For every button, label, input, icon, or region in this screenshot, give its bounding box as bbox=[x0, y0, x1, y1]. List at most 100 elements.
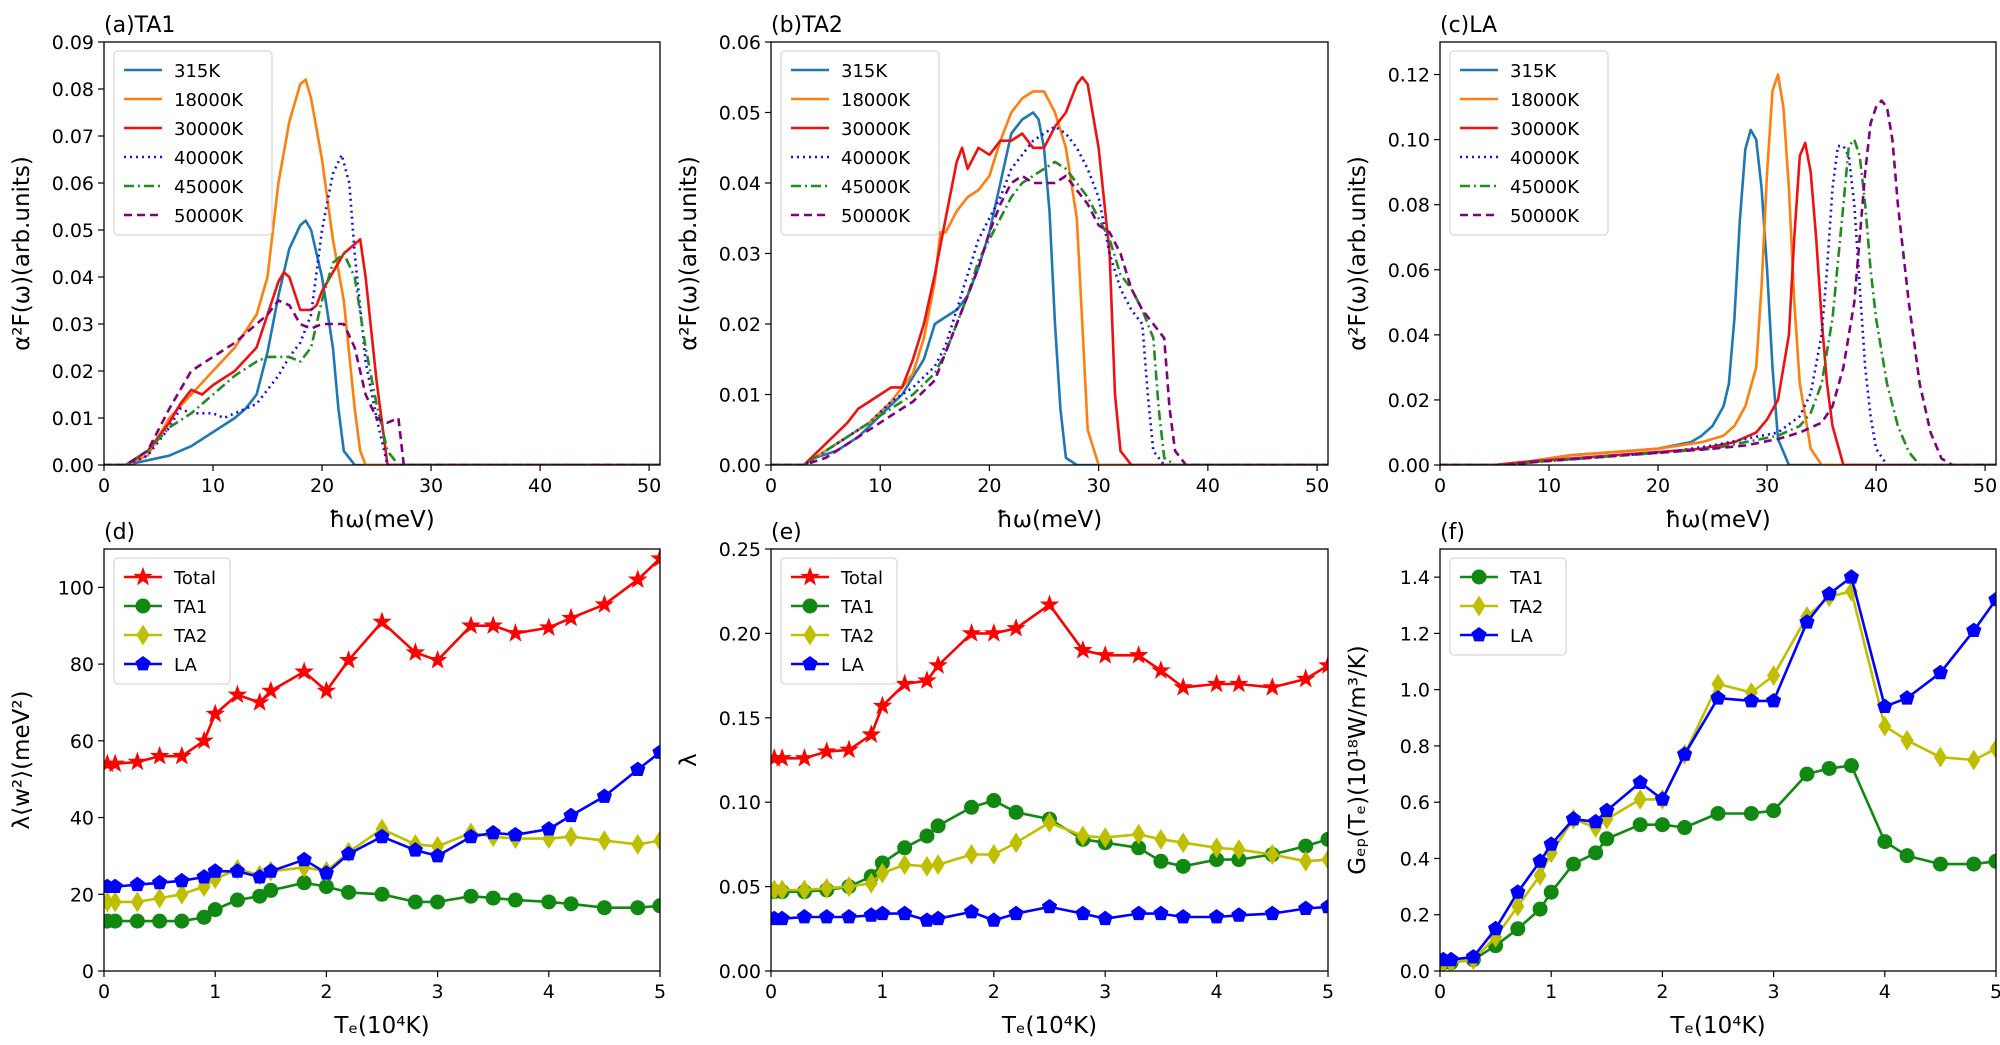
y-tick-label: 1.4 bbox=[1400, 567, 1430, 589]
data-point-total bbox=[172, 745, 192, 765]
x-tick-label: 0 bbox=[98, 475, 110, 497]
data-point-total bbox=[816, 741, 837, 760]
x-tick-label: 0 bbox=[98, 981, 110, 1003]
legend-box bbox=[113, 50, 273, 236]
x-tick-label: 10 bbox=[868, 475, 892, 497]
data-point-la bbox=[841, 908, 857, 924]
x-tick-label: 30 bbox=[1087, 475, 1111, 497]
x-tick-label: 5 bbox=[1990, 981, 2000, 1003]
legend-label: Total bbox=[840, 568, 883, 589]
series-line-ta1 bbox=[1443, 764, 1996, 964]
data-point-ta1 bbox=[541, 894, 557, 910]
y-tick-label: 0.6 bbox=[1400, 792, 1430, 814]
series-line-45000k bbox=[771, 160, 1328, 465]
plot-area bbox=[104, 78, 660, 465]
data-point-la bbox=[374, 828, 390, 844]
data-point-total bbox=[1128, 645, 1149, 664]
data-point-total bbox=[483, 615, 503, 635]
x-tick-label: 0 bbox=[1434, 475, 1446, 497]
x-axis-label: Tₑ(10⁴K) bbox=[1001, 1013, 1097, 1039]
y-tick-label: 0.02 bbox=[719, 314, 761, 336]
plot-frame bbox=[103, 41, 661, 466]
data-point-la bbox=[1710, 690, 1726, 705]
data-point-la bbox=[263, 863, 279, 878]
x-tick-label: 30 bbox=[419, 475, 443, 497]
data-point-total bbox=[1229, 673, 1249, 693]
plot-frame bbox=[1439, 41, 1997, 466]
data-point-ta2 bbox=[1154, 828, 1168, 850]
y-axis-label: α²F(ω)(arb.units) bbox=[676, 156, 702, 351]
data-point-ta1 bbox=[296, 875, 312, 891]
plot-area bbox=[1440, 73, 1996, 465]
data-point-la bbox=[1565, 811, 1581, 826]
data-point-la bbox=[563, 807, 579, 823]
data-point-la bbox=[1877, 698, 1893, 713]
data-point-ta2 bbox=[1299, 850, 1313, 872]
data-point-total bbox=[1095, 645, 1115, 664]
legend-label: 45000K bbox=[174, 177, 244, 198]
x-tick-label: 0 bbox=[765, 981, 777, 1003]
data-point-ta2 bbox=[1989, 738, 1996, 760]
x-tick-label: 1 bbox=[876, 981, 888, 1003]
series-line-50000k bbox=[104, 299, 660, 465]
y-tick-label: 0.05 bbox=[719, 877, 761, 899]
legend: Total TA1 TA2 LA bbox=[113, 557, 231, 685]
data-point-total bbox=[194, 730, 214, 750]
panel-b-ta2-spectral-function: (b)TA2 0 10 20 30 40 50 0.00 0.01 0.02 0.03 0.04 0.0… bbox=[676, 13, 1329, 533]
data-point-total bbox=[961, 623, 982, 642]
y-tick-label: 0.01 bbox=[719, 385, 761, 407]
data-point-ta1 bbox=[507, 892, 523, 908]
y-tick-label: 0.00 bbox=[52, 455, 94, 477]
data-point-total bbox=[594, 594, 615, 613]
data-point-total bbox=[105, 753, 125, 773]
data-point-ta1 bbox=[129, 913, 145, 929]
y-tick-label: 0.03 bbox=[52, 314, 94, 336]
data-point-ta2 bbox=[153, 887, 167, 909]
data-point-total bbox=[1173, 677, 1193, 696]
data-point-la bbox=[174, 872, 190, 888]
data-point-la bbox=[1131, 905, 1147, 921]
legend-label: TA2 bbox=[173, 626, 207, 647]
x-tick-label: 3 bbox=[1768, 981, 1780, 1003]
data-point-ta1 bbox=[152, 913, 168, 929]
legend-box bbox=[780, 557, 898, 685]
x-tick-label: 1 bbox=[209, 981, 221, 1003]
legend-label: 40000K bbox=[1510, 148, 1580, 169]
data-point-la bbox=[1008, 905, 1024, 921]
plot-area bbox=[771, 594, 1328, 927]
legend: 315K 18000K 30000K 40000K 45000K 50000K bbox=[780, 50, 940, 236]
data-point-ta1 bbox=[630, 900, 646, 916]
data-point-ta2 bbox=[1132, 823, 1146, 845]
y-axis-label: α²F(ω)(arb.units) bbox=[1345, 156, 1371, 351]
legend-label: 40000K bbox=[174, 148, 244, 169]
legend-box bbox=[1449, 50, 1609, 236]
data-point-ta2 bbox=[175, 883, 189, 905]
y-tick-label: 1.2 bbox=[1400, 623, 1430, 645]
y-tick-label: 0.4 bbox=[1400, 848, 1430, 870]
x-tick-label: 40 bbox=[528, 475, 552, 497]
data-point-ta1 bbox=[1008, 804, 1024, 820]
data-point-ta1 bbox=[1153, 853, 1169, 869]
y-tick-label: 0.15 bbox=[719, 708, 761, 730]
legend-label: 50000K bbox=[841, 206, 911, 227]
y-tick-label: 0.05 bbox=[719, 103, 761, 125]
legend-label: 40000K bbox=[841, 148, 911, 169]
x-tick-label: 30 bbox=[1755, 475, 1779, 497]
x-tick-label: 10 bbox=[1537, 475, 1561, 497]
data-point-la bbox=[1654, 791, 1670, 806]
data-point-ta1 bbox=[1799, 766, 1815, 782]
data-point-total bbox=[539, 617, 559, 636]
data-point-total bbox=[505, 623, 526, 642]
legend-label: 30000K bbox=[174, 119, 244, 140]
data-point-ta2 bbox=[987, 844, 1001, 865]
data-point-la bbox=[1075, 905, 1091, 921]
data-point-ta2 bbox=[820, 877, 834, 899]
y-tick-label: 0.09 bbox=[52, 32, 94, 54]
data-point-la bbox=[1599, 802, 1615, 818]
data-point-total bbox=[149, 745, 170, 765]
x-axis-label: Tₑ(10⁴K) bbox=[1669, 1013, 1765, 1039]
x-axis-label: Tₑ(10⁴K) bbox=[333, 1013, 429, 1039]
data-point-total bbox=[794, 748, 815, 767]
data-point-ta1 bbox=[1599, 831, 1615, 847]
